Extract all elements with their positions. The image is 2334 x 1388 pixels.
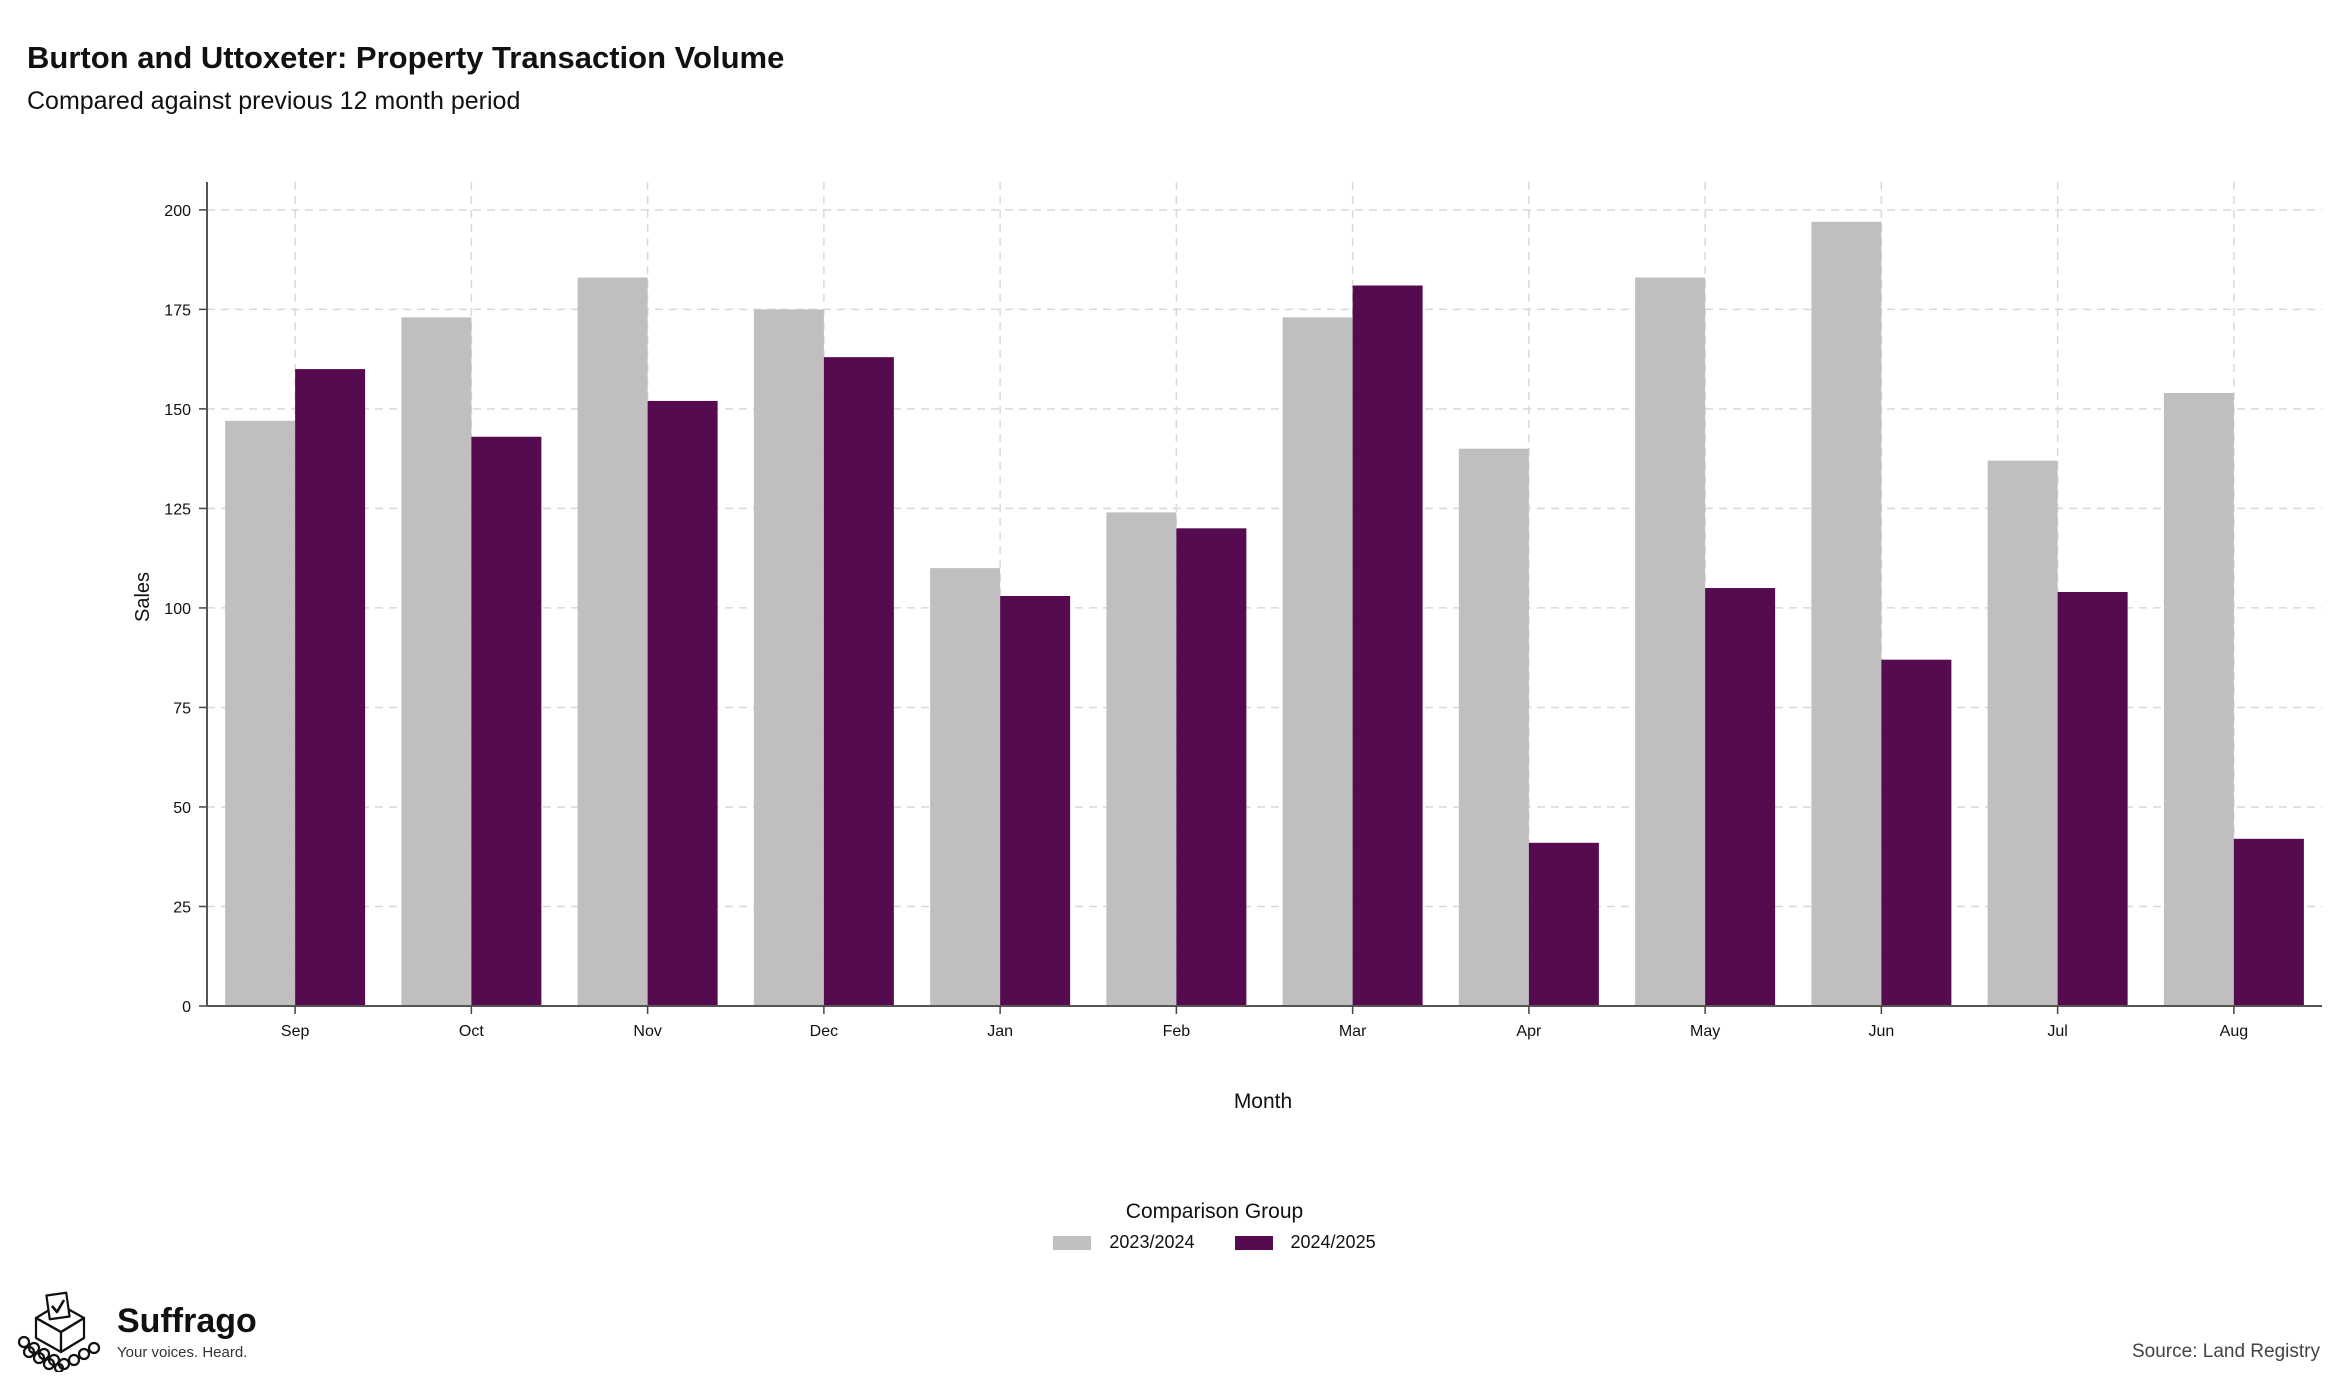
x-tick-label: Aug <box>2220 1023 2248 1040</box>
x-tick-label: Nov <box>633 1023 661 1040</box>
y-tick-label: 100 <box>164 601 191 618</box>
y-tick-label: 200 <box>164 203 191 220</box>
axes: 0 25 50 75 100 125 150 175 200 Sep Oct Nov Dec Jan Feb… <box>164 182 2322 1040</box>
bar-2024-2025-nov <box>647 400 718 1006</box>
ballot-box-icon <box>17 1291 101 1372</box>
legend: Comparison Group 2023/2024 2024/2025 <box>0 1200 2334 1253</box>
x-tick-label: Jun <box>1868 1023 1894 1040</box>
y-tick-label: 0 <box>182 999 191 1016</box>
bar-2024-2025-oct <box>471 436 542 1006</box>
chart-subtitle: Compared against previous 12 month perio… <box>27 87 521 115</box>
bar-2024-2025-aug <box>2233 838 2304 1006</box>
suffrago-logo: Suffrago Your voices. Heard. <box>14 1290 257 1372</box>
bar-2024-2025-sep <box>295 369 366 1006</box>
legend-label-2023-2024: 2023/2024 <box>1109 1232 1195 1252</box>
y-axis-label: Sales <box>132 572 154 622</box>
bars <box>225 221 2304 1007</box>
bar-2023-2024-jan <box>930 568 1001 1006</box>
x-tick-label: Dec <box>810 1023 838 1040</box>
x-tick-label: Oct <box>459 1023 484 1040</box>
x-tick-label: May <box>1690 1023 1720 1040</box>
bar-chart: 0 25 50 75 100 125 150 175 200 Sep Oct Nov Dec Jan Feb… <box>132 182 2322 1113</box>
y-tick-label: 125 <box>164 501 191 518</box>
legend-item-2024-2025: 2024/2025 <box>1234 1232 1376 1253</box>
y-tick-label: 50 <box>173 800 191 817</box>
bar-2023-2024-feb <box>1106 512 1177 1006</box>
bar-2024-2025-jul <box>2057 592 2128 1006</box>
logo-tagline: Your voices. Heard. <box>117 1344 248 1361</box>
bar-2023-2024-sep <box>225 420 296 1006</box>
x-tick-label: Jan <box>987 1023 1013 1040</box>
y-tick-label: 175 <box>164 302 191 319</box>
x-tick-label: Apr <box>1516 1023 1542 1040</box>
bar-2023-2024-aug <box>2163 392 2234 1007</box>
legend-label-2024-2025: 2024/2025 <box>1290 1232 1376 1252</box>
x-tick-label: Sep <box>281 1023 310 1040</box>
bar-2023-2024-may <box>1635 277 1706 1006</box>
bar-2024-2025-may <box>1705 588 1776 1006</box>
x-axis-label: Month <box>1234 1090 1292 1113</box>
legend-title: Comparison Group <box>1125 1200 1304 1223</box>
bar-2023-2024-nov <box>577 277 648 1006</box>
y-tick-label: 150 <box>164 402 191 419</box>
x-tick-label: Jul <box>2047 1023 2067 1040</box>
legend-items: 2023/2024 2024/2025 <box>95 1232 2334 1253</box>
y-tick-label: 25 <box>173 899 191 916</box>
legend-swatch-2023-2024 <box>1053 1235 1092 1250</box>
x-tick-label: Feb <box>1163 1023 1191 1040</box>
bar-2024-2025-jan <box>1000 595 1071 1006</box>
bar-2023-2024-oct <box>401 317 472 1006</box>
legend-swatch-2024-2025 <box>1234 1235 1273 1250</box>
bar-2023-2024-mar <box>1282 317 1353 1006</box>
x-tick-label: Mar <box>1339 1023 1367 1040</box>
source-note: Source: Land Registry <box>2132 1341 2320 1362</box>
bar-2024-2025-dec <box>823 357 894 1006</box>
bar-2024-2025-apr <box>1528 842 1599 1006</box>
logo-name: Suffrago <box>117 1302 257 1340</box>
bar-2023-2024-jun <box>1811 221 1882 1006</box>
bar-2023-2024-apr <box>1458 448 1529 1006</box>
bar-2024-2025-mar <box>1352 285 1423 1007</box>
bar-2023-2024-jul <box>1987 460 2058 1006</box>
chart-title: Burton and Uttoxeter: Property Transacti… <box>27 40 785 75</box>
bar-2024-2025-feb <box>1176 528 1247 1006</box>
legend-item-2023-2024: 2023/2024 <box>1053 1232 1195 1253</box>
bar-2023-2024-dec <box>753 309 824 1006</box>
bar-2024-2025-jun <box>1881 659 1952 1006</box>
y-tick-label: 75 <box>173 700 191 717</box>
